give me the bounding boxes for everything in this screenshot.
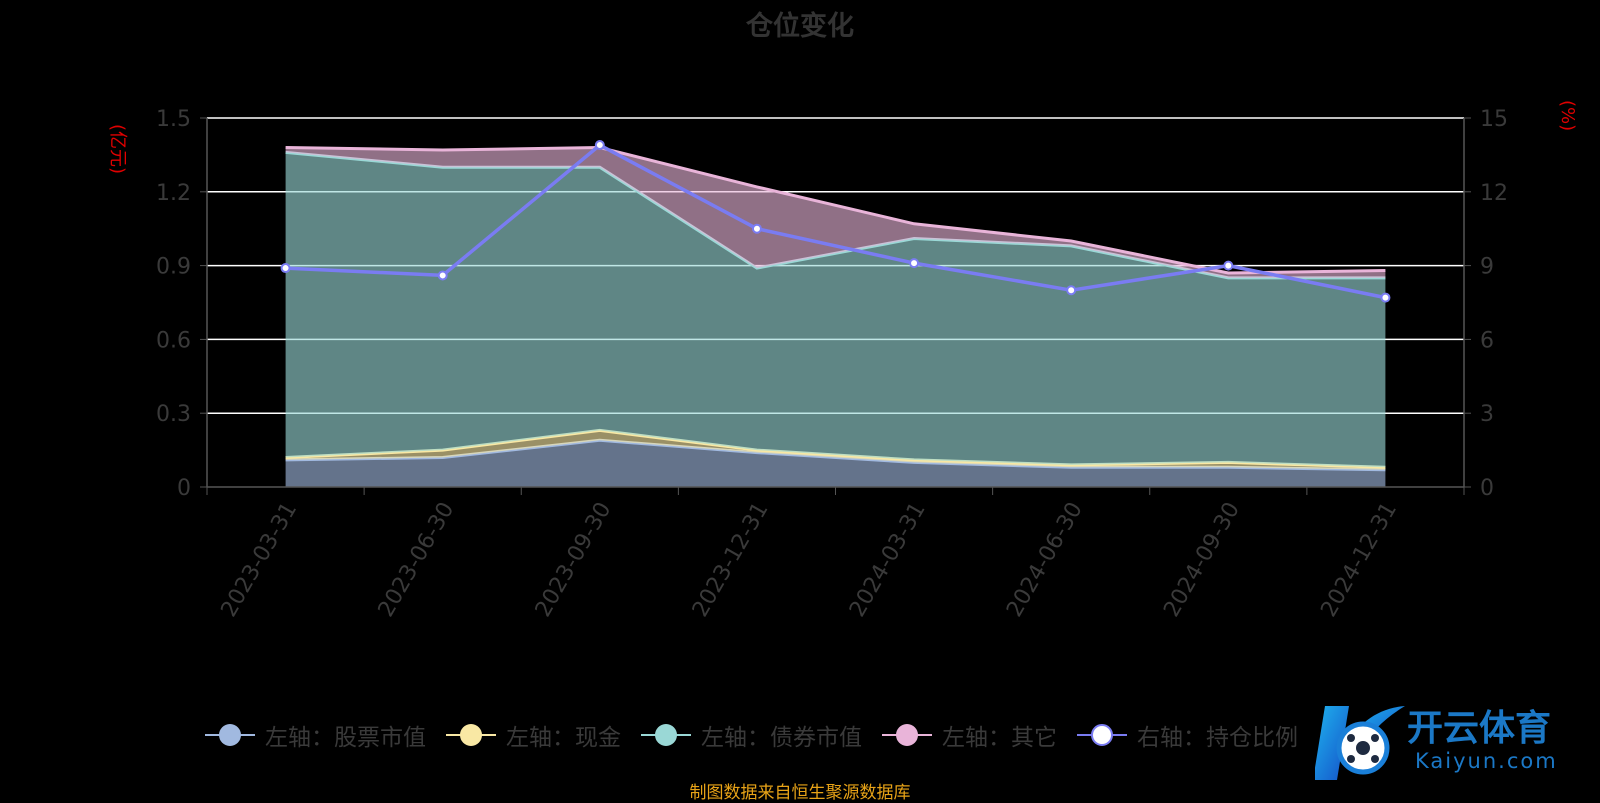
y-tick-right: 6 (1480, 328, 1494, 353)
x-tick-label: 2024-12-31 (1316, 498, 1402, 621)
watermark-url: Kaiyun.com (1415, 749, 1558, 773)
y-tick-right: 12 (1480, 181, 1508, 206)
legend-symbol (641, 723, 691, 747)
y-tick-left: 1.5 (156, 107, 191, 132)
area-左轴：股票市值 (285, 440, 1386, 487)
y-tick-left: 0 (177, 476, 191, 501)
legend-item[interactable]: 左轴：其它 (882, 718, 1057, 752)
y-tick-right: 0 (1480, 476, 1494, 501)
legend-symbol (446, 723, 496, 747)
y-tick-left: 0.3 (156, 402, 191, 427)
x-tick-label: 2023-06-30 (374, 498, 460, 621)
brand-logo: 开云体育 Kaiyun.com (1315, 706, 1558, 780)
source-note: 制图数据来自恒生聚源数据库 (689, 783, 911, 803)
chart-title: 仓位变化 (746, 11, 854, 42)
y-tick-left: 1.2 (156, 181, 191, 206)
area-series-group (285, 145, 1386, 487)
legend-label: 左轴：现金 (506, 725, 621, 751)
watermark-brand: 开云体育 (1407, 708, 1551, 749)
line-point (909, 258, 920, 269)
line-point (1380, 292, 1391, 303)
legend-label: 左轴：其它 (942, 725, 1057, 751)
line-point (1223, 260, 1234, 271)
x-tick-label: 2023-12-31 (688, 498, 774, 621)
legend: 左轴：股票市值 左轴：现金 左轴：债券市值 左轴：其它 右轴：持仓比例 (205, 718, 1318, 752)
legend-item[interactable]: 左轴：债券市值 (641, 718, 862, 752)
legend-dot (655, 724, 677, 746)
line-series-group (280, 140, 1391, 303)
legend-symbol (205, 723, 255, 747)
left-axis-unit: (亿元) (107, 124, 128, 175)
legend-dot (460, 724, 482, 746)
line-point (1066, 285, 1077, 296)
legend-symbol (882, 723, 932, 747)
y-tick-right: 15 (1480, 107, 1508, 132)
x-tick-label: 2024-09-30 (1159, 498, 1245, 621)
line-point (594, 140, 605, 151)
legend-dot (896, 724, 918, 746)
axes (200, 117, 1471, 495)
right-axis-unit: (%) (1557, 100, 1578, 132)
legend-symbol (1077, 723, 1127, 747)
legend-label: 右轴：持仓比例 (1137, 725, 1298, 751)
y-tick-right: 9 (1480, 255, 1494, 280)
legend-item[interactable]: 左轴：股票市值 (205, 718, 426, 752)
legend-item[interactable]: 右轴：持仓比例 (1077, 718, 1298, 752)
y-tick-left: 0.6 (156, 328, 191, 353)
x-tick-label: 2024-06-30 (1002, 498, 1088, 621)
line-point (437, 270, 448, 281)
x-tick-label: 2023-03-31 (217, 498, 303, 621)
area-左轴：其它 (285, 147, 1386, 278)
legend-label: 左轴：债券市值 (701, 725, 862, 751)
area-左轴：现金 (285, 430, 1386, 470)
x-tick-label: 2024-03-31 (845, 498, 931, 621)
line-point (280, 263, 291, 274)
y-tick-left: 0.9 (156, 255, 191, 280)
legend-item[interactable]: 左轴：现金 (446, 718, 621, 752)
line-右轴：持仓比例 (285, 143, 1386, 300)
legend-dot (1091, 724, 1113, 746)
y-tick-right: 3 (1480, 402, 1494, 427)
legend-dot (219, 724, 241, 746)
area-edge-左轴：其它 (285, 145, 1386, 275)
area-左轴：债券市值 (285, 152, 1386, 468)
line-point (751, 223, 762, 234)
x-tick-label: 2023-09-30 (531, 498, 617, 621)
legend-label: 左轴：股票市值 (265, 725, 426, 751)
